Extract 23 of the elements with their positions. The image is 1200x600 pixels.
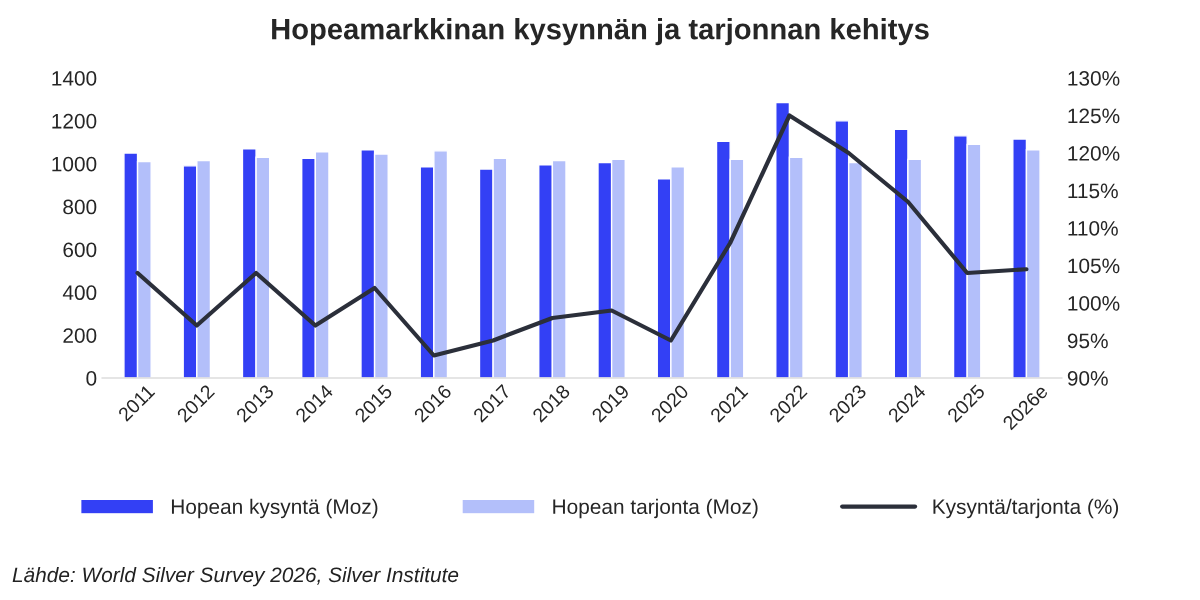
text: Lähde: World Silver Survey 2026, Silver Institute bbox=[12, 566, 459, 587]
y-tick-label: 400 bbox=[62, 285, 97, 301]
y2-tick-label: 115% bbox=[1068, 183, 1118, 199]
legend-label: Kysyntä/tarjonta (%) bbox=[933, 498, 1119, 519]
y2-tick-label: 130% bbox=[1068, 71, 1120, 86]
y-tick-label: 1200 bbox=[52, 113, 97, 129]
y2-tick-label: 100% bbox=[1068, 296, 1120, 311]
line-series bbox=[135, 113, 1029, 358]
y2-tick-label: 110% bbox=[1068, 221, 1118, 236]
y-tick-label: 600 bbox=[63, 242, 97, 258]
legend-label: Hopean kysyntä (Moz) bbox=[171, 498, 378, 519]
y2-tick-label: 105% bbox=[1068, 258, 1120, 274]
y-tick-label: 800 bbox=[63, 199, 97, 215]
y-tick-label: 1400 bbox=[52, 71, 97, 86]
y-tick-label: 1000 bbox=[52, 156, 97, 172]
y2-tick-label: 95% bbox=[1067, 333, 1108, 349]
legend-label: Hopean tarjonta (Moz) bbox=[553, 498, 758, 519]
chart-title: Hopeamarkkinan kysynnän ja tarjonnan kehitys bbox=[272, 18, 929, 46]
y-tick-label: 0 bbox=[86, 371, 97, 386]
y-tick-label: 200 bbox=[63, 328, 97, 343]
y2-tick-label: 120% bbox=[1068, 146, 1120, 161]
y2-tick-label: 90% bbox=[1067, 371, 1108, 386]
y2-tick-label: 125% bbox=[1068, 108, 1120, 124]
